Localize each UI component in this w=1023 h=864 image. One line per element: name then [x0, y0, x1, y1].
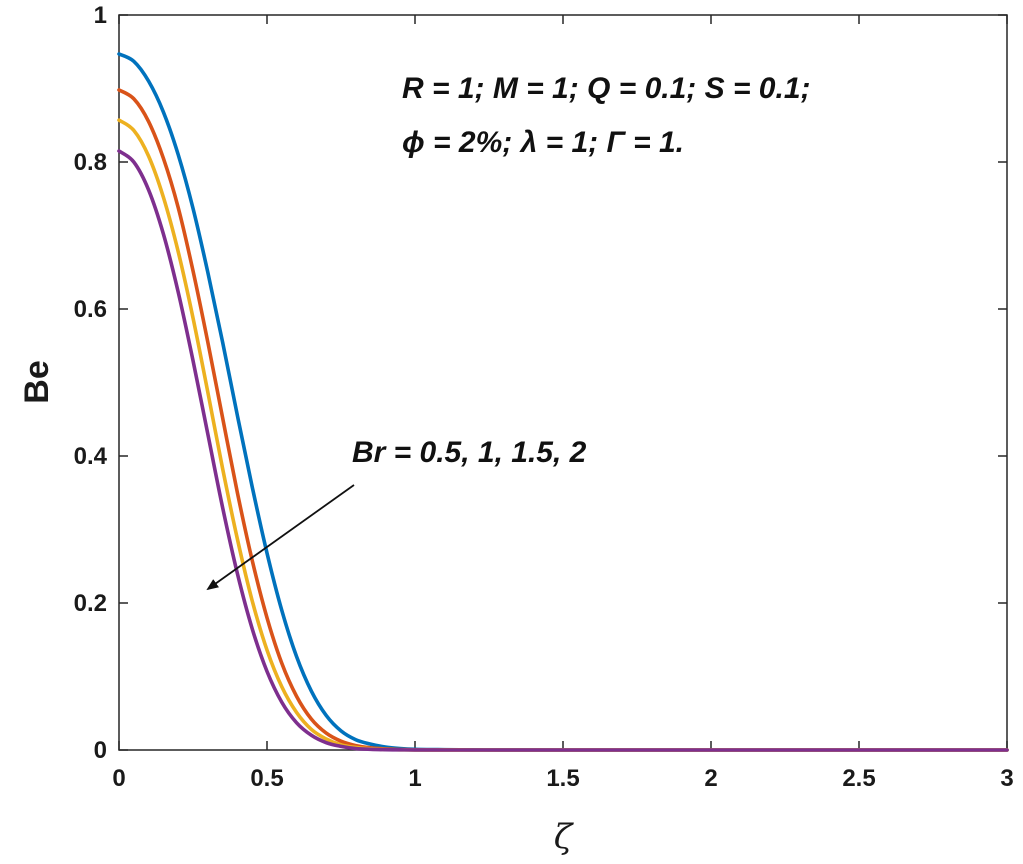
x-tick-label: 1 [408, 765, 421, 792]
x-tick-label: 2.5 [842, 765, 875, 792]
plot-area [118, 14, 1008, 751]
params-line-2: ϕ = 2%; λ = 1; Γ = 1. [402, 126, 684, 159]
x-tick-label: 1.5 [546, 765, 579, 792]
y-tick-label: 1 [94, 2, 107, 29]
y-tick-label: 0.8 [74, 149, 107, 176]
x-tick-label: 0.5 [250, 765, 283, 792]
x-axis-label: ζ [554, 817, 575, 857]
y-tick-label: 0.6 [74, 296, 107, 323]
y-tick-label: 0 [94, 737, 107, 764]
y-tick-label: 0.4 [74, 443, 108, 470]
series-lines [117, 52, 1009, 752]
x-tick-label: 2 [704, 765, 717, 792]
br-arrow-label: Br = 0.5, 1, 1.5, 2 [352, 436, 587, 469]
y-tick-label: 0.2 [74, 590, 107, 617]
y-axis-label: Be [18, 360, 56, 403]
params-line-1: R = 1; M = 1; Q = 0.1; S = 0.1; [402, 72, 811, 105]
y-tick-labels: 0 0.2 0.4 0.6 0.8 1 [74, 2, 108, 764]
x-tick-labels: 0 0.5 1 1.5 2 2.5 3 [112, 765, 1013, 792]
x-tick-label: 3 [1000, 765, 1013, 792]
x-tick-label: 0 [112, 765, 125, 792]
series-line-4 [117, 149, 1009, 752]
br-arrow [206, 484, 355, 591]
